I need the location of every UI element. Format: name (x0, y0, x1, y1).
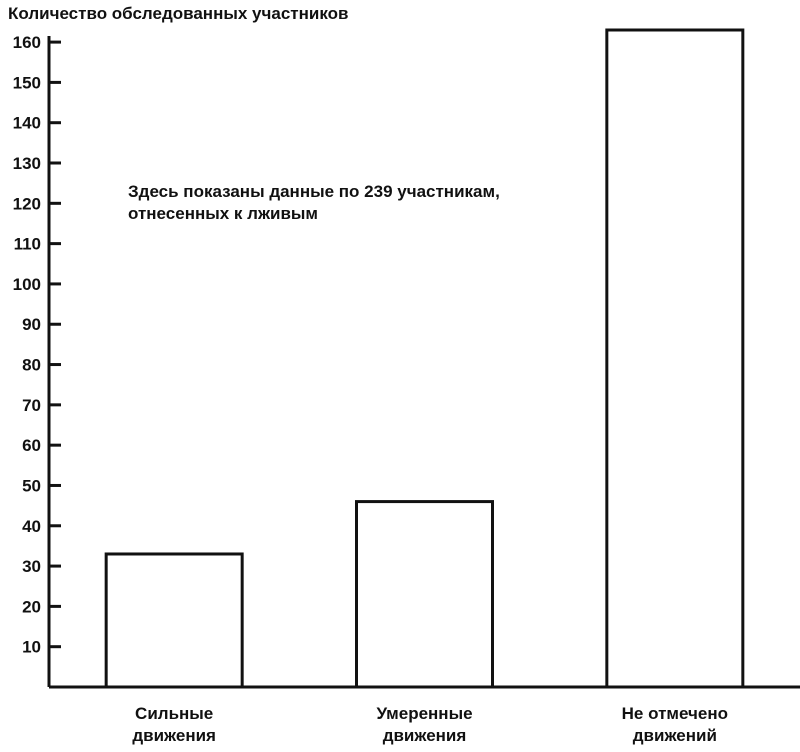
y-tick-label: 20 (22, 597, 41, 616)
y-tick-label: 80 (22, 356, 41, 375)
y-axis-ticks: 10 20 30 40 50 60 70 80 90 100 110 120 130 140 150 160 (13, 33, 61, 657)
x-category-label-line: движений (633, 726, 717, 745)
y-tick-label: 60 (22, 436, 41, 455)
x-category-label: Не отмечено движений (622, 704, 728, 745)
annotation-line-1: Здесь показаны данные по 239 участникам, (128, 182, 500, 201)
y-tick-label: 160 (13, 33, 41, 52)
y-tick-label: 130 (13, 154, 41, 173)
x-category-label-line: Умеренные (376, 704, 472, 723)
y-tick-label: 70 (22, 396, 41, 415)
category-labels: Сильные движения Умеренные движения Не отмеч… (132, 704, 728, 745)
y-axis-label: Количество обследованных участников (8, 4, 348, 23)
annotation-text: Здесь показаны данные по 239 участникам,… (128, 182, 505, 223)
y-tick-label: 10 (22, 638, 41, 657)
annotation-line-2: отнесенных к лживым (128, 204, 318, 223)
y-tick-label: 140 (13, 114, 41, 133)
y-tick-label: 150 (13, 73, 41, 92)
y-tick-label: 90 (22, 315, 41, 334)
y-tick-label: 30 (22, 557, 41, 576)
y-tick-label: 120 (13, 194, 41, 213)
bars (104, 28, 745, 689)
y-tick-label: 40 (22, 517, 41, 536)
bar (355, 500, 494, 689)
x-category-label: Умеренные движения (376, 704, 472, 745)
x-category-label-line: движения (132, 726, 216, 745)
y-tick-label: 100 (13, 275, 41, 294)
y-tick-label: 50 (22, 476, 41, 495)
y-tick-label: 110 (14, 235, 41, 254)
x-category-label-line: движения (383, 726, 467, 745)
bar (605, 28, 745, 689)
bar (104, 552, 244, 689)
x-category-label-line: Не отмечено (622, 704, 728, 723)
x-category-label-line: Сильные (135, 704, 213, 723)
x-category-label: Сильные движения (132, 704, 216, 745)
